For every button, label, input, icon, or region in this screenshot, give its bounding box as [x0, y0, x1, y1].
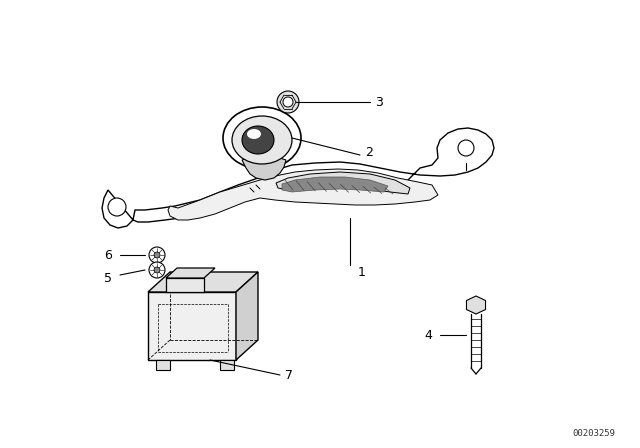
Text: 3: 3	[375, 95, 383, 108]
Bar	[156, 360, 170, 370]
Circle shape	[458, 140, 474, 156]
Bar	[166, 278, 204, 292]
Text: 7: 7	[285, 369, 293, 382]
Polygon shape	[282, 177, 388, 192]
Polygon shape	[467, 296, 486, 314]
Text: 4: 4	[424, 328, 432, 341]
Polygon shape	[242, 154, 286, 180]
Circle shape	[277, 91, 299, 113]
Polygon shape	[166, 268, 215, 278]
Polygon shape	[236, 272, 258, 360]
Polygon shape	[276, 172, 410, 194]
Ellipse shape	[232, 116, 292, 164]
Polygon shape	[148, 272, 258, 292]
Bar	[220, 360, 234, 370]
Circle shape	[108, 198, 126, 216]
Circle shape	[149, 247, 165, 263]
Polygon shape	[168, 169, 438, 220]
Circle shape	[154, 267, 160, 273]
Text: 6: 6	[104, 249, 112, 262]
Circle shape	[154, 252, 160, 258]
Circle shape	[283, 97, 293, 107]
Bar	[148, 292, 236, 360]
Text: 00203259: 00203259	[572, 429, 615, 438]
Ellipse shape	[247, 129, 261, 139]
Ellipse shape	[223, 107, 301, 169]
Circle shape	[149, 262, 165, 278]
Text: 1: 1	[358, 266, 366, 279]
Polygon shape	[102, 128, 494, 228]
Text: 2: 2	[365, 146, 373, 159]
Text: 5: 5	[104, 271, 112, 284]
Ellipse shape	[242, 126, 274, 154]
